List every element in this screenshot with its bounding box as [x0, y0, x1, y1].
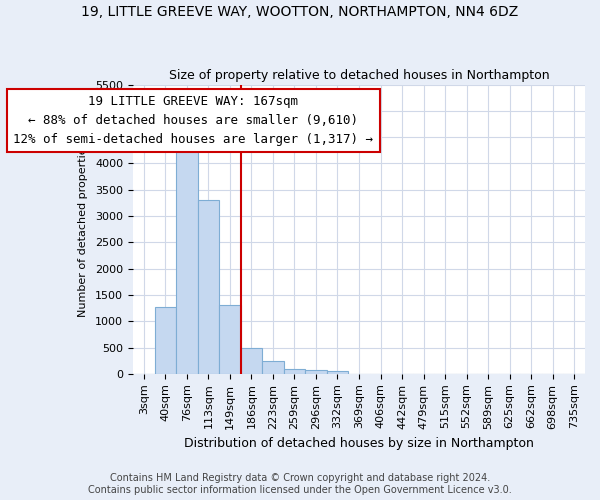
Bar	[284, 368, 305, 374]
Bar	[305, 370, 327, 374]
X-axis label: Distribution of detached houses by size in Northampton: Distribution of detached houses by size …	[184, 437, 534, 450]
Bar	[241, 348, 262, 374]
Text: 19 LITTLE GREEVE WAY: 167sqm
← 88% of detached houses are smaller (9,610)
12% of: 19 LITTLE GREEVE WAY: 167sqm ← 88% of de…	[13, 95, 373, 146]
Bar	[262, 361, 284, 374]
Bar	[219, 306, 241, 374]
Bar	[155, 307, 176, 374]
Bar	[197, 200, 219, 374]
Bar	[176, 145, 197, 374]
Y-axis label: Number of detached properties: Number of detached properties	[78, 142, 88, 317]
Title: Size of property relative to detached houses in Northampton: Size of property relative to detached ho…	[169, 69, 550, 82]
Text: 19, LITTLE GREEVE WAY, WOOTTON, NORTHAMPTON, NN4 6DZ: 19, LITTLE GREEVE WAY, WOOTTON, NORTHAMP…	[82, 5, 518, 19]
Bar	[327, 370, 348, 374]
Text: Contains HM Land Registry data © Crown copyright and database right 2024.
Contai: Contains HM Land Registry data © Crown c…	[88, 474, 512, 495]
